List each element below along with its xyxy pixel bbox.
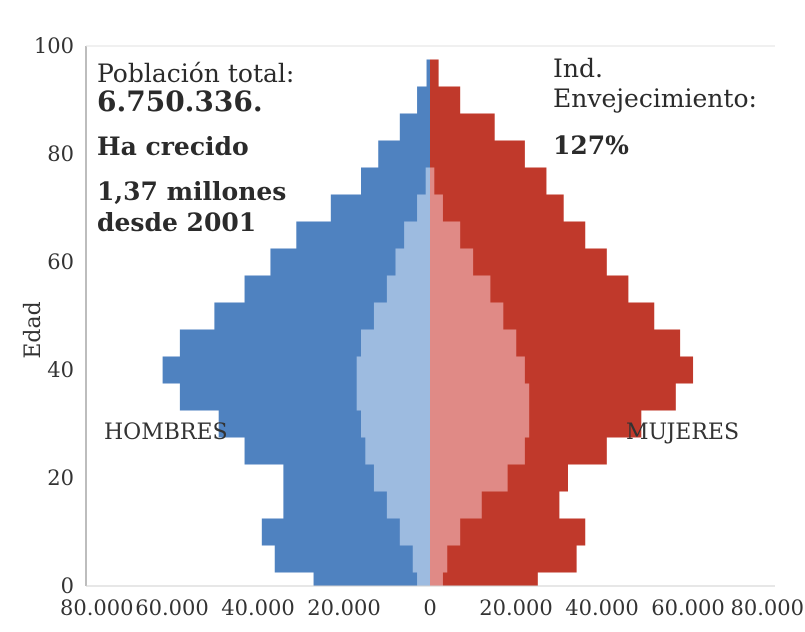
bar-hombres-inner-age-65 bbox=[404, 221, 430, 249]
pyramid-bars bbox=[162, 59, 694, 586]
bar-mujeres-inner-age-55 bbox=[430, 275, 491, 303]
bar-hombres-age-5 bbox=[274, 545, 430, 573]
x-tick-7: 60.000 bbox=[651, 596, 724, 620]
y-tick-60: 60 bbox=[47, 250, 74, 274]
bar-hombres-inner-age-40 bbox=[356, 356, 430, 384]
bar-hombres-age-95 bbox=[426, 59, 430, 87]
x-tick-3: 20.000 bbox=[307, 596, 380, 620]
x-tick-4: 0 bbox=[423, 596, 436, 620]
aging-index-value: 127% bbox=[553, 131, 629, 160]
label-hombres: HOMBRES bbox=[104, 420, 228, 445]
bar-mujeres-inner-age-75 bbox=[430, 167, 435, 195]
bar-hombres-age-85 bbox=[399, 113, 430, 141]
label-mujeres: MUJERES bbox=[626, 420, 739, 445]
x-tick-1: 60.000 bbox=[135, 596, 208, 620]
bar-hombres-inner-age-25 bbox=[365, 437, 430, 465]
y-tick-0: 0 bbox=[61, 574, 74, 598]
bar-mujeres-inner-age-0 bbox=[430, 572, 443, 586]
y-axis-title: Edad bbox=[21, 301, 46, 358]
bar-mujeres-age-95 bbox=[430, 59, 439, 87]
bar-hombres-age-90 bbox=[417, 86, 430, 114]
x-tick-6: 40.000 bbox=[565, 596, 638, 620]
bar-hombres-inner-age-15 bbox=[386, 491, 430, 519]
bar-mujeres-inner-age-40 bbox=[430, 356, 525, 384]
y-tick-40: 40 bbox=[47, 358, 74, 382]
bar-hombres-inner-age-60 bbox=[395, 248, 430, 276]
bar-hombres-age-70 bbox=[330, 194, 430, 222]
bar-mujeres-inner-age-15 bbox=[430, 491, 482, 519]
y-tick-100: 100 bbox=[34, 34, 74, 58]
bar-mujeres-inner-age-45 bbox=[430, 329, 517, 357]
bar-mujeres-inner-age-35 bbox=[430, 383, 530, 411]
bar-mujeres-inner-age-20 bbox=[430, 464, 508, 492]
growth-line-2: desde 2001 bbox=[97, 208, 256, 237]
bar-hombres-inner-age-20 bbox=[373, 464, 430, 492]
bar-hombres-inner-age-5 bbox=[412, 545, 430, 573]
bar-mujeres-inner-age-10 bbox=[430, 518, 461, 546]
bar-mujeres-inner-age-30 bbox=[430, 410, 530, 438]
bar-mujeres-age-90 bbox=[430, 86, 461, 114]
bar-hombres-inner-age-50 bbox=[373, 302, 430, 330]
bar-mujeres-inner-age-50 bbox=[430, 302, 504, 330]
bar-hombres-inner-age-70 bbox=[417, 194, 430, 222]
growth-title: Ha crecido bbox=[97, 132, 249, 161]
x-tick-2: 40.000 bbox=[221, 596, 294, 620]
x-tick-8: 80.000 bbox=[731, 596, 804, 620]
bar-mujeres-inner-age-70 bbox=[430, 194, 443, 222]
bar-hombres-inner-age-35 bbox=[356, 383, 430, 411]
bar-mujeres-age-80 bbox=[430, 140, 525, 168]
growth-line-1: 1,37 millones bbox=[97, 177, 286, 206]
total-population-value: 6.750.336. bbox=[97, 85, 263, 118]
bar-mujeres-age-75 bbox=[430, 167, 547, 195]
x-tick-labels: 80.000 60.000 40.000 20.000 0 20.000 40.000 60.… bbox=[60, 596, 804, 620]
bar-hombres-inner-age-30 bbox=[361, 410, 430, 438]
bar-hombres-inner-age-10 bbox=[399, 518, 430, 546]
bar-hombres-inner-age-55 bbox=[386, 275, 430, 303]
bar-mujeres-age-85 bbox=[430, 113, 495, 141]
bar-hombres-inner-age-0 bbox=[417, 572, 430, 586]
bar-mujeres-age-70 bbox=[430, 194, 564, 222]
y-tick-20: 20 bbox=[47, 466, 74, 490]
bar-hombres-age-75 bbox=[361, 167, 430, 195]
total-population-title: Población total: bbox=[97, 59, 294, 88]
aging-index-label-1: Ind. bbox=[553, 54, 603, 83]
y-tick-labels: 0 20 40 60 80 100 bbox=[34, 34, 74, 598]
bar-hombres-age-80 bbox=[378, 140, 430, 168]
bar-mujeres-inner-age-65 bbox=[430, 221, 461, 249]
bar-mujeres-inner-age-25 bbox=[430, 437, 525, 465]
bar-hombres-age-0 bbox=[313, 572, 430, 586]
bar-hombres-inner-age-45 bbox=[361, 329, 430, 357]
bar-mujeres-inner-age-60 bbox=[430, 248, 474, 276]
x-tick-0: 80.000 bbox=[60, 596, 133, 620]
y-tick-80: 80 bbox=[47, 142, 74, 166]
x-tick-5: 20.000 bbox=[479, 596, 552, 620]
aging-index-label-2: Envejecimiento: bbox=[553, 84, 757, 113]
bar-mujeres-inner-age-5 bbox=[430, 545, 448, 573]
bar-mujeres-age-0 bbox=[430, 572, 538, 586]
bar-mujeres-age-5 bbox=[430, 545, 577, 573]
bar-hombres-inner-age-75 bbox=[425, 167, 430, 195]
